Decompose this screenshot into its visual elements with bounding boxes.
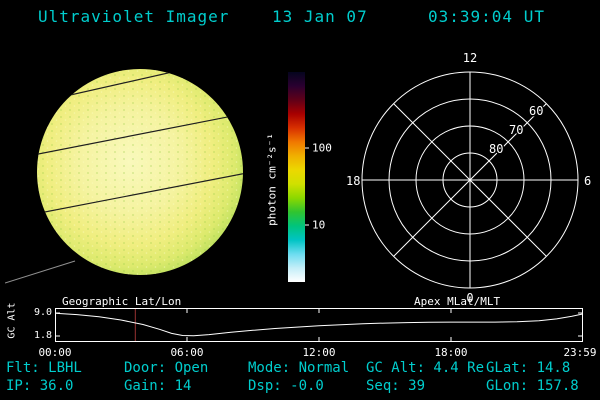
mlat-label-70: 70 xyxy=(509,123,523,137)
mlt-label-18: 18 xyxy=(346,174,360,188)
header-time: 03:39:04 UT xyxy=(428,7,545,26)
axis-ticks xyxy=(55,308,583,342)
xtick-1800: 18:00 xyxy=(434,346,468,359)
status-glat: GLat: 14.8 xyxy=(486,360,571,376)
status-ip: IP: 36.0 xyxy=(6,378,74,394)
ytick-9.0: 9.0 xyxy=(33,307,52,318)
plot-frame xyxy=(55,308,583,342)
mlt-label-12: 12 xyxy=(463,51,477,65)
mlt-spokes xyxy=(362,72,578,288)
xtick-0600: 06:00 xyxy=(170,346,204,359)
status-flt: Flt: LBHL xyxy=(6,360,82,376)
colorbar-gradient xyxy=(288,72,305,282)
uvi-earth-disk-panel xyxy=(5,69,243,284)
colorbar-tick-10: 10 xyxy=(305,219,325,232)
status-seq: Seq: 39 xyxy=(366,378,426,394)
gc-alt-curve xyxy=(55,312,583,337)
status-gc-alt: GC Alt: 4.4 Re xyxy=(366,360,485,376)
geographic-grid-line-outside xyxy=(5,260,76,284)
status-dsp: Dsp: -0.0 xyxy=(248,378,324,394)
gc-alt-plot xyxy=(55,308,583,342)
status-mode: Mode: Normal xyxy=(248,360,350,376)
colorbar: 100 10 xyxy=(288,72,332,282)
apex-polar-grid-panel: 12 0 18 6 60 70 80 xyxy=(345,50,593,307)
colorbar-tick-100: 100 xyxy=(305,141,332,154)
disk-speckle-texture xyxy=(37,69,243,275)
xtick-2359: 23:59 xyxy=(563,346,597,359)
panel-title-apex: Apex MLat/MLT xyxy=(414,295,501,308)
colorbar-tick-label: 10 xyxy=(312,218,326,232)
xtick-1200: 12:00 xyxy=(302,346,336,359)
status-gain: Gain: 14 xyxy=(124,378,192,394)
mlat-label-60: 60 xyxy=(529,104,543,118)
header-date: 13 Jan 07 xyxy=(272,7,368,26)
page-title: Ultraviolet Imager xyxy=(38,7,230,26)
status-door: Door: Open xyxy=(124,360,209,376)
mlt-label-6: 6 xyxy=(584,174,591,188)
tick-mark xyxy=(305,147,309,149)
xtick-0000: 00:00 xyxy=(38,346,72,359)
tick-mark xyxy=(305,224,309,226)
colorbar-unit-label: photon cm⁻²s⁻¹ xyxy=(265,133,279,226)
mlat-label-80: 80 xyxy=(489,142,503,156)
ytick-1.8: 1.8 xyxy=(33,330,52,341)
mlt-label-0: 0 xyxy=(466,291,473,305)
colorbar-tick-label: 100 xyxy=(312,141,332,155)
status-glon: GLon: 157.8 xyxy=(486,378,579,394)
panel-title-geographic: Geographic Lat/Lon xyxy=(62,295,182,308)
gc-alt-axis-label: GC Alt xyxy=(6,302,18,339)
